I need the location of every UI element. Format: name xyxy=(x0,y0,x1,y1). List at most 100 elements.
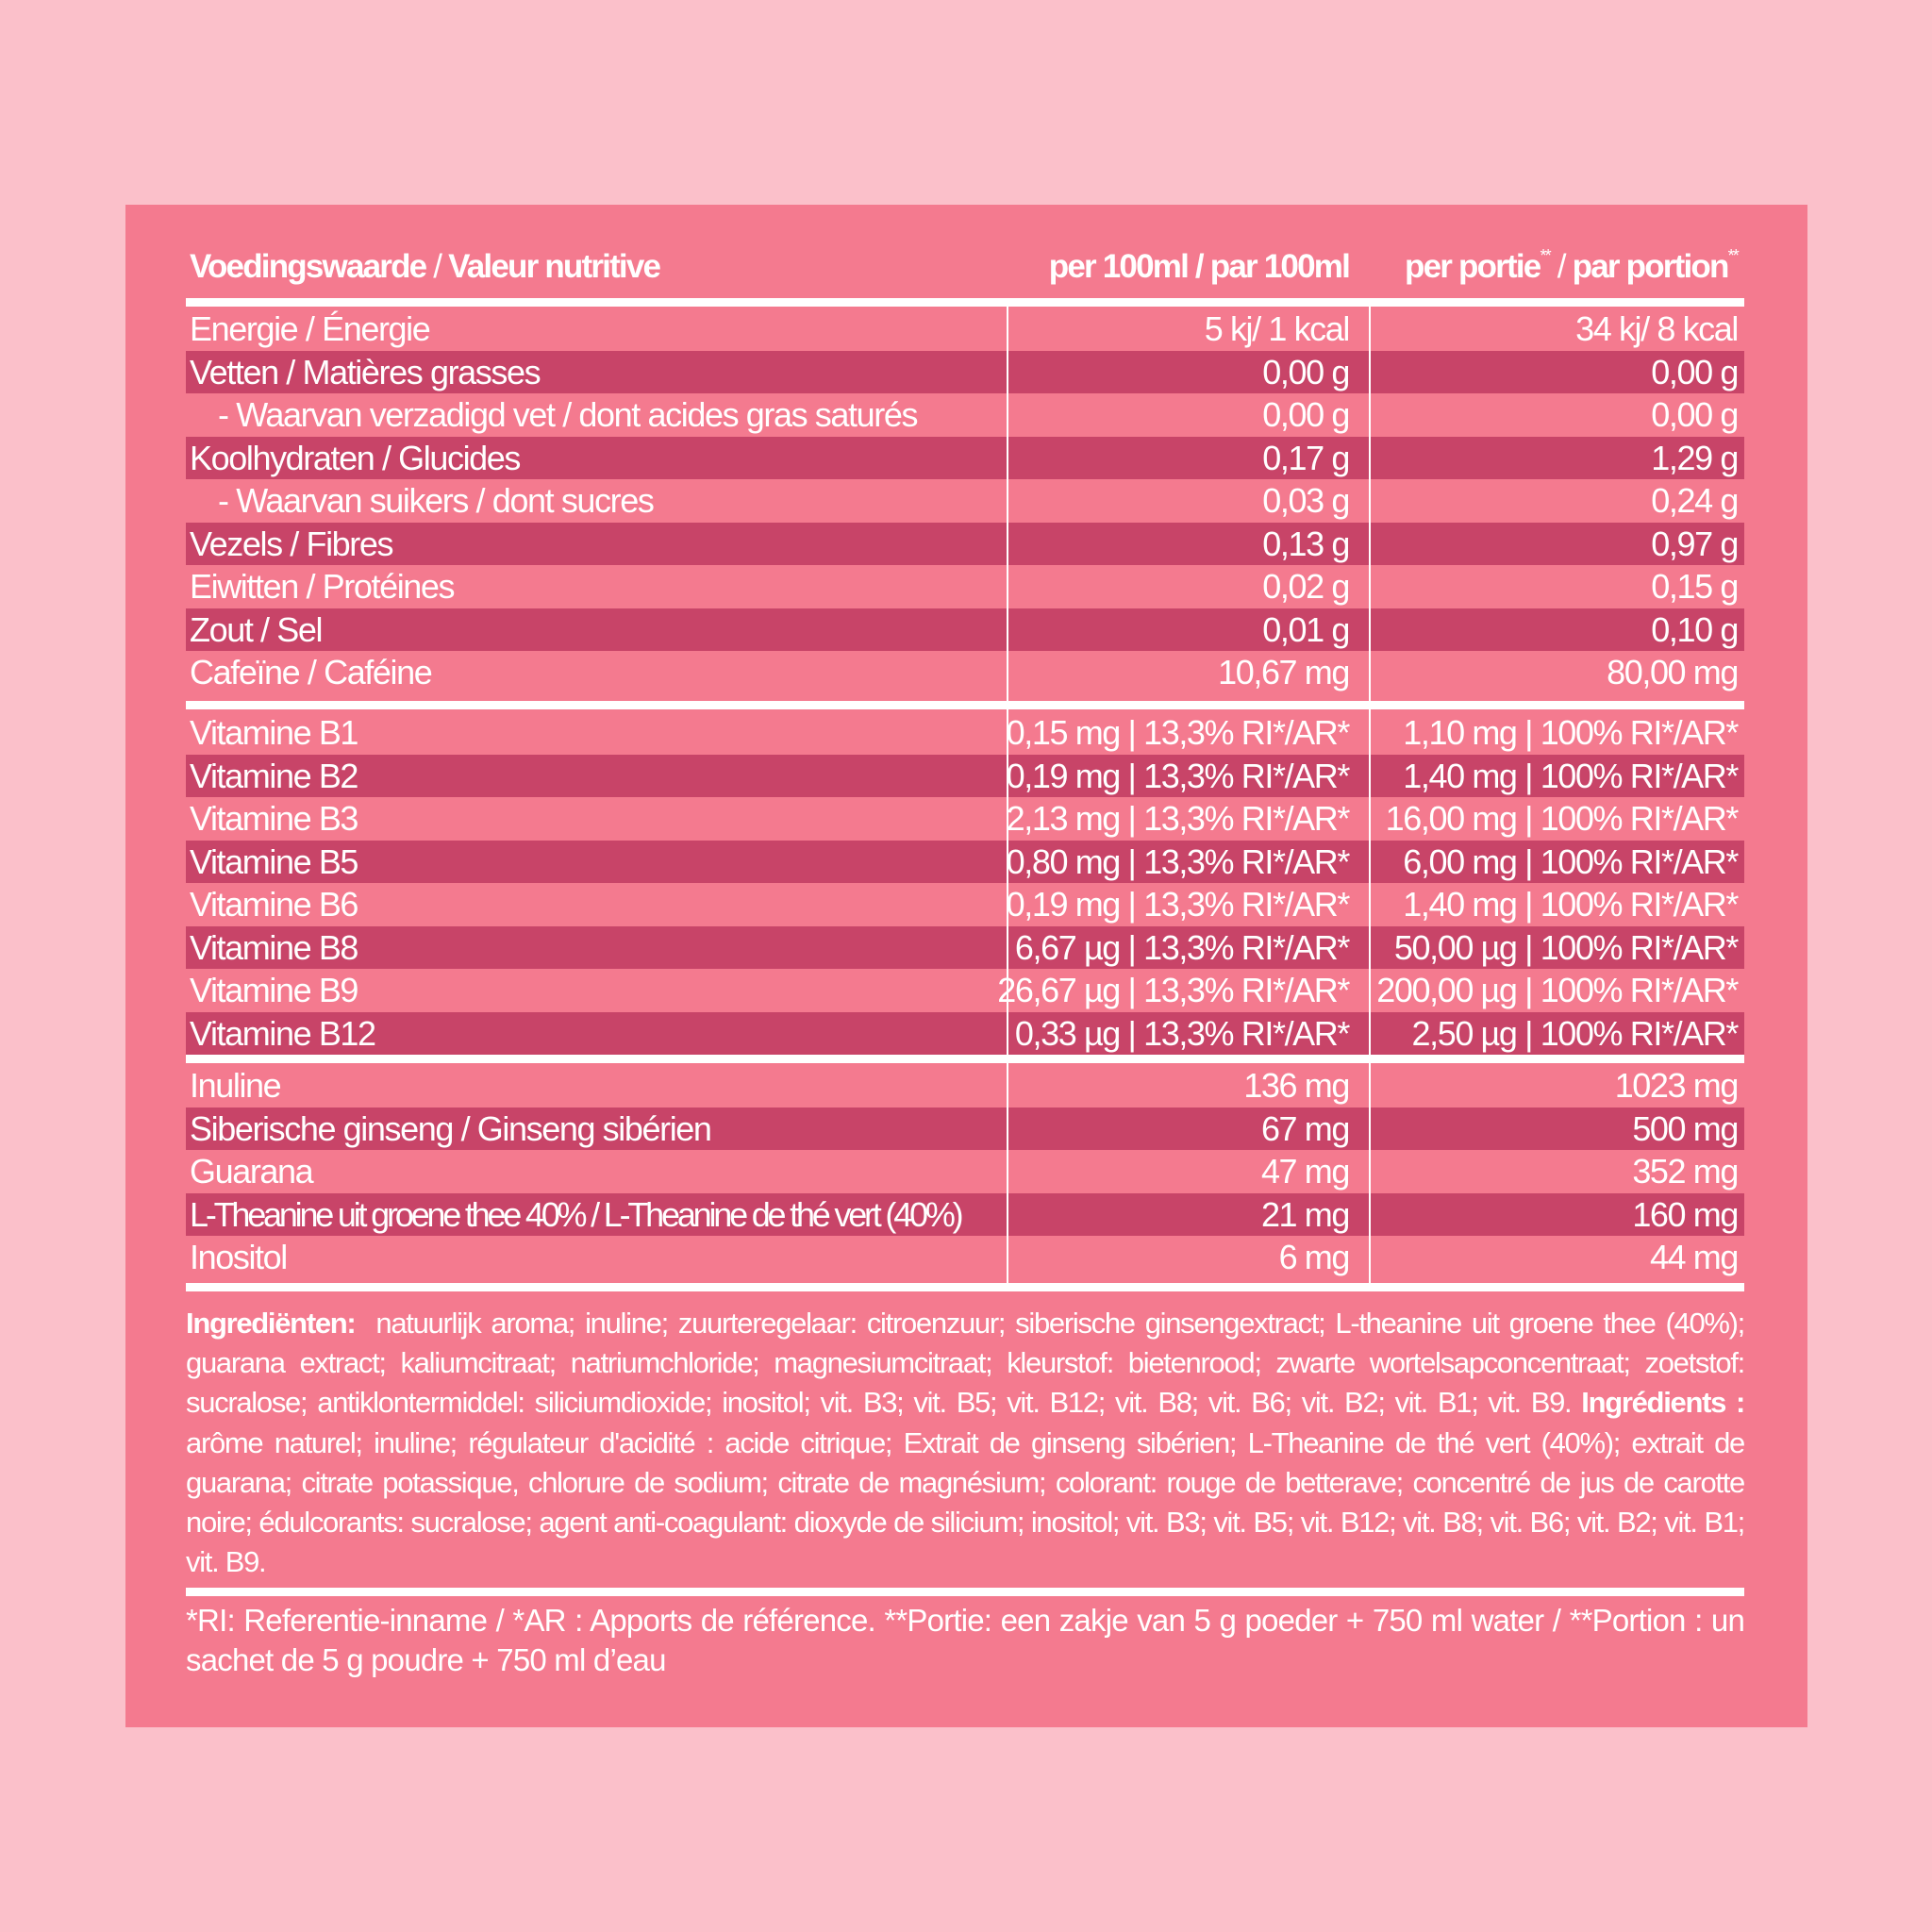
header-sep: / xyxy=(1549,248,1573,285)
value-per-100ml: 10,67 mg xyxy=(1218,653,1350,691)
vitamin-row: Vitamine B9 26,67 µg | 13,3% RI*/AR* 200,0… xyxy=(186,969,1744,1012)
amount-per-100ml: 0,19 mg xyxy=(1006,885,1122,924)
value-per-100ml: 0,13 g xyxy=(1262,524,1350,563)
footnote-marker: ** xyxy=(1540,246,1551,265)
value-per-portion: 1,10 mg | 100% RI*/AR* xyxy=(1403,713,1740,752)
ri-per-portion: 100% RI*/AR* xyxy=(1540,971,1740,1009)
ingredients-fr-label: Ingrédients : xyxy=(1581,1386,1745,1420)
header-portion-fr: par portion xyxy=(1572,248,1730,285)
nutrient-label: Vitamine B12 xyxy=(190,1013,376,1053)
amount-per-portion: 16,00 mg xyxy=(1385,799,1518,838)
value-per-100ml: 0,00 g xyxy=(1262,352,1350,391)
ingredients-nl: natuurlijk aroma; inuline; zuurteregelaa… xyxy=(186,1307,1745,1420)
ri-per-100ml: 13,3% RI*/AR* xyxy=(1143,971,1350,1009)
value-per-100ml: 0,17 g xyxy=(1262,438,1350,477)
amount-per-portion: 1,40 mg xyxy=(1403,885,1518,924)
value-per-100ml: 0,19 mg | 13,3% RI*/AR* xyxy=(1006,756,1351,795)
value-per-100ml: 0,03 g xyxy=(1262,481,1350,520)
ri-per-portion: 100% RI*/AR* xyxy=(1540,885,1740,924)
value-per-100ml: 6,67 µg | 13,3% RI*/AR* xyxy=(1014,927,1351,967)
value-per-portion: 80,00 mg xyxy=(1607,653,1739,691)
header-sep: / xyxy=(425,248,449,285)
divider-bar xyxy=(186,298,1744,307)
extra-row: Siberische ginseng / Ginseng sibérien 67 … xyxy=(186,1107,1744,1150)
header-nutrient: Voedingswaarde / Valeur nutritive xyxy=(190,248,661,305)
value-per-portion: 1,29 g xyxy=(1651,438,1739,477)
value-per-100ml: 47 mg xyxy=(1260,1152,1350,1191)
value-per-portion: 0,97 g xyxy=(1651,524,1739,563)
extra-row: Inositol 6 mg 44 mg xyxy=(186,1236,1744,1279)
nutrient-row: Koolhydraten / Glucides 0,17 g 1,29 g xyxy=(186,436,1744,479)
value-per-portion: 0,10 g xyxy=(1651,609,1739,649)
column-divider xyxy=(1007,307,1008,1283)
nutrient-row: Vetten / Matières grasses 0,00 g 0,00 g xyxy=(186,350,1744,393)
header-per100: per 100ml / par 100ml xyxy=(1048,248,1351,285)
value-per-100ml: 0,15 mg | 13,3% RI*/AR* xyxy=(1006,713,1351,752)
nutrient-label: Vetten / Matières grasses xyxy=(190,352,541,391)
header-nl: Voedingswaarde xyxy=(190,248,427,285)
ingredients-fr: arôme naturel; inuline; régulateur d'aci… xyxy=(186,1425,1745,1579)
extra-row: L-Theanine uit groene thee 40% / L-Thean… xyxy=(186,1192,1744,1236)
amount-per-100ml: 0,15 mg xyxy=(1006,713,1122,752)
value-per-portion: 1,40 mg | 100% RI*/AR* xyxy=(1403,885,1740,924)
nutrient-label: Vitamine B2 xyxy=(190,756,358,795)
value-per-portion: 0,00 g xyxy=(1651,352,1739,391)
amount-per-portion: 200,00 µg xyxy=(1376,971,1518,1009)
header-portion: per portie** / par portion** xyxy=(1405,246,1740,305)
nutrient-label: - Waarvan suikers / dont sucres xyxy=(218,481,655,520)
amount-per-100ml: 26,67 µg xyxy=(997,971,1121,1009)
extra-row: Guarana 47 mg 352 mg xyxy=(186,1150,1744,1193)
nutrient-label: Vitamine B1 xyxy=(190,713,358,752)
nutrient-row: Vezels / Fibres 0,13 g 0,97 g xyxy=(186,522,1744,565)
value-per-portion: 1023 mg xyxy=(1614,1066,1740,1105)
header-fr: Valeur nutritive xyxy=(448,248,661,285)
nutrient-label: Guarana xyxy=(190,1152,314,1191)
divider-bar xyxy=(186,1055,1744,1063)
nutrient-label: Zout / Sel xyxy=(190,609,323,649)
ri-per-portion: 100% RI*/AR* xyxy=(1540,713,1740,752)
nutrient-label: Vitamine B9 xyxy=(190,971,358,1009)
amount-per-100ml: 0,80 mg xyxy=(1006,841,1122,881)
value-per-portion: 16,00 mg | 100% RI*/AR* xyxy=(1385,799,1740,838)
nutrient-label: Energie / Énergie xyxy=(190,309,431,348)
value-per-100ml: 0,01 g xyxy=(1262,609,1350,649)
amount-per-portion: 50,00 µg xyxy=(1393,927,1518,967)
value-per-portion: 1,40 mg | 100% RI*/AR* xyxy=(1403,756,1739,795)
nutrient-label: Eiwitten / Protéines xyxy=(190,567,456,606)
amount-per-100ml: 0,19 mg xyxy=(1006,756,1122,795)
vitamin-row: Vitamine B3 2,13 mg | 13,3% RI*/AR* 16,00 … xyxy=(186,797,1744,841)
vitamin-row: Vitamine B5 0,80 mg | 13,3% RI*/AR* 6,00 m… xyxy=(186,840,1744,883)
value-per-portion: 0,24 g xyxy=(1651,481,1739,520)
value-per-100ml: 0,00 g xyxy=(1262,395,1350,434)
value-per-portion: 0,00 g xyxy=(1651,395,1739,434)
ri-per-100ml: 13,3% RI*/AR* xyxy=(1143,756,1350,795)
nutrient-label: L-Theanine uit groene thee 40% / L-Thean… xyxy=(190,1194,964,1234)
value-per-portion: 160 mg xyxy=(1632,1194,1739,1234)
nutrient-label: Inuline xyxy=(190,1066,282,1105)
value-per-100ml: 67 mg xyxy=(1260,1108,1350,1148)
nutrient-label: - Waarvan verzadigd vet / dont acides gr… xyxy=(218,395,918,434)
nutrient-label: Vezels / Fibres xyxy=(190,524,393,563)
vitamin-row: Vitamine B8 6,67 µg | 13,3% RI*/AR* 50,00 … xyxy=(186,925,1744,969)
ri-per-portion: 100% RI*/AR* xyxy=(1540,799,1740,838)
amount-per-portion: 1,40 mg xyxy=(1403,756,1518,795)
value-per-100ml: 0,80 mg | 13,3% RI*/AR* xyxy=(1006,841,1351,881)
nutrition-panel: Voedingswaarde / Valeur nutritive per 10… xyxy=(125,205,1807,1727)
nutrient-label: Vitamine B3 xyxy=(190,799,358,838)
value-per-100ml: 0,19 mg | 13,3% RI*/AR* xyxy=(1006,885,1351,924)
amount-per-portion: 1,10 mg xyxy=(1403,713,1518,752)
nutrients-section: Energie / Énergie 5 kj/ 1 kcal 34 kj/ 8 kc… xyxy=(186,308,1744,694)
nutrient-label: Vitamine B6 xyxy=(190,885,358,924)
vitamin-row: Vitamine B12 0,33 µg | 13,3% RI*/AR* 2,50 … xyxy=(186,1011,1744,1055)
ri-per-100ml: 13,3% RI*/AR* xyxy=(1143,927,1350,967)
ri-per-100ml: 13,3% RI*/AR* xyxy=(1143,841,1350,881)
footnote: *RI: Referentie-inname / *AR : Apports d… xyxy=(186,1603,1745,1677)
ri-per-portion: 100% RI*/AR* xyxy=(1540,1013,1740,1053)
value-per-portion: 50,00 µg | 100% RI*/AR* xyxy=(1393,927,1740,967)
value-per-portion: 352 mg xyxy=(1632,1152,1739,1191)
amount-per-100ml: 0,33 µg xyxy=(1014,1013,1121,1053)
nutrient-label: Vitamine B8 xyxy=(190,927,358,967)
value-per-100ml: 21 mg xyxy=(1260,1194,1350,1234)
ri-per-100ml: 13,3% RI*/AR* xyxy=(1143,799,1350,838)
value-per-100ml: 0,02 g xyxy=(1262,567,1350,606)
